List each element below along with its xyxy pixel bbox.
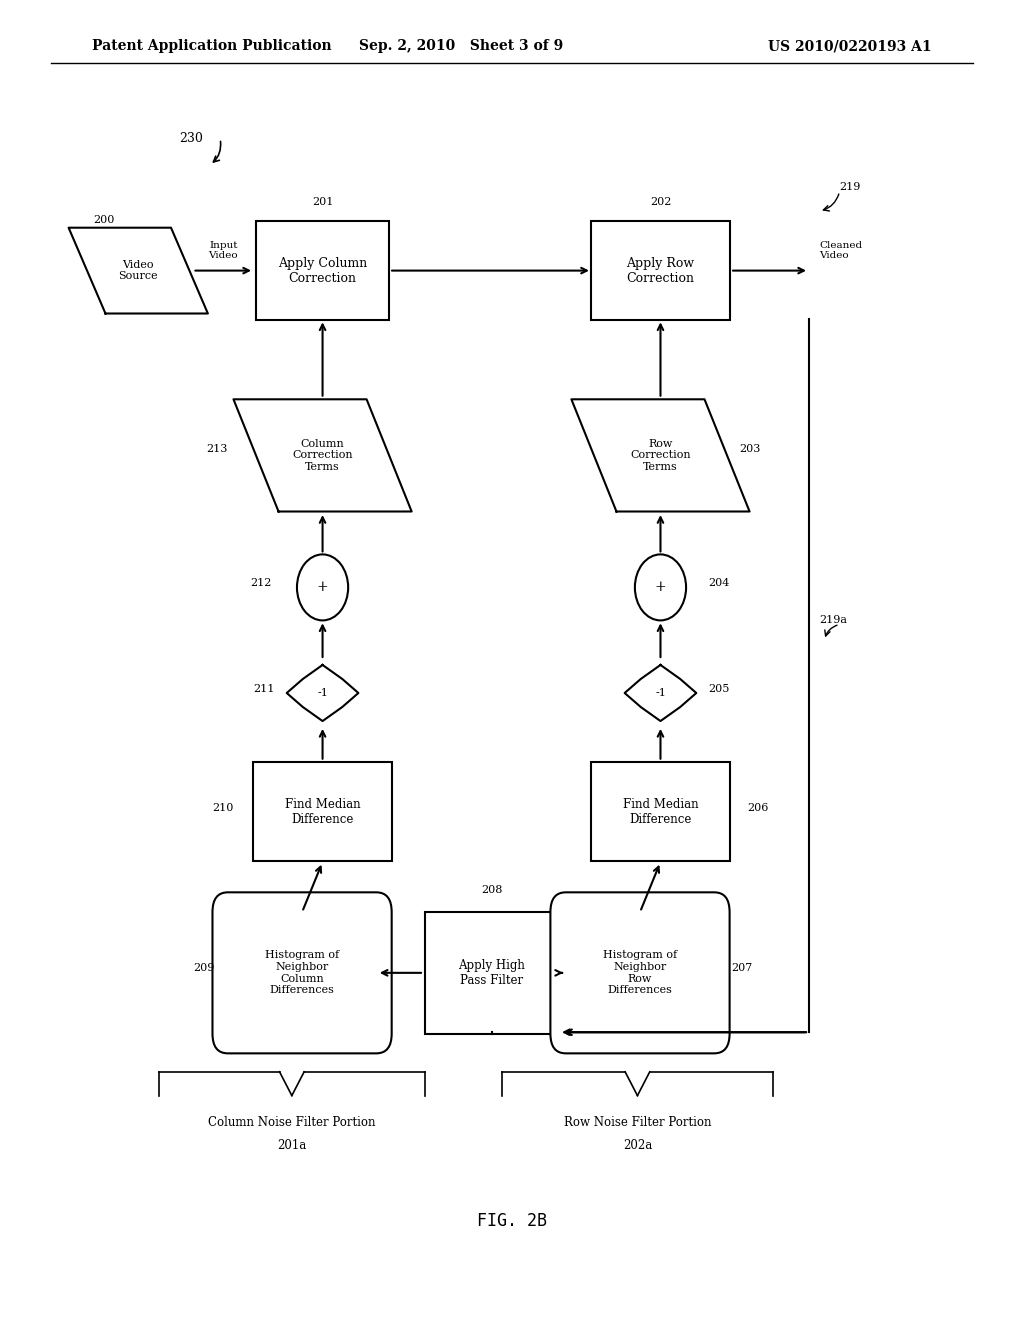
Circle shape xyxy=(297,554,348,620)
Text: Find Median
Difference: Find Median Difference xyxy=(285,797,360,826)
Text: 212: 212 xyxy=(250,578,271,589)
FancyBboxPatch shape xyxy=(551,892,729,1053)
Text: Apply Column
Correction: Apply Column Correction xyxy=(278,256,368,285)
Text: Input
Video: Input Video xyxy=(209,240,238,260)
Text: 230: 230 xyxy=(179,132,203,145)
Text: 203: 203 xyxy=(739,444,761,454)
FancyBboxPatch shape xyxy=(592,220,729,319)
Text: +: + xyxy=(654,581,667,594)
Text: 200: 200 xyxy=(93,215,115,226)
Text: Apply Row
Correction: Apply Row Correction xyxy=(627,256,694,285)
Text: 202: 202 xyxy=(650,197,671,207)
Text: -1: -1 xyxy=(655,688,666,698)
Text: 202a: 202a xyxy=(623,1139,652,1152)
FancyBboxPatch shape xyxy=(592,762,729,861)
Text: 219: 219 xyxy=(840,182,861,193)
FancyBboxPatch shape xyxy=(254,762,391,861)
Circle shape xyxy=(635,554,686,620)
FancyBboxPatch shape xyxy=(425,912,558,1034)
Text: 213: 213 xyxy=(206,444,227,454)
Polygon shape xyxy=(69,227,208,313)
Text: Find Median
Difference: Find Median Difference xyxy=(623,797,698,826)
Text: Row
Correction
Terms: Row Correction Terms xyxy=(630,438,691,473)
Text: 205: 205 xyxy=(709,684,730,694)
Text: FIG. 2B: FIG. 2B xyxy=(477,1212,547,1230)
Text: Histogram of
Neighbor
Column
Differences: Histogram of Neighbor Column Differences xyxy=(265,950,339,995)
Text: Column Noise Filter Portion: Column Noise Filter Portion xyxy=(208,1115,376,1129)
Text: 208: 208 xyxy=(481,884,502,895)
Text: 210: 210 xyxy=(212,803,233,813)
Polygon shape xyxy=(287,665,358,721)
Text: -1: -1 xyxy=(317,688,328,698)
Text: 206: 206 xyxy=(748,803,769,813)
Text: 219a: 219a xyxy=(819,615,847,626)
Polygon shape xyxy=(233,399,412,511)
Text: 209: 209 xyxy=(194,962,215,973)
Text: 207: 207 xyxy=(731,962,753,973)
Text: Column
Correction
Terms: Column Correction Terms xyxy=(292,438,353,473)
Text: Cleaned
Video: Cleaned Video xyxy=(819,240,862,260)
Text: Sep. 2, 2010   Sheet 3 of 9: Sep. 2, 2010 Sheet 3 of 9 xyxy=(358,40,563,53)
Text: Apply High
Pass Filter: Apply High Pass Filter xyxy=(458,958,525,987)
Text: Video
Source: Video Source xyxy=(119,260,158,281)
Text: Row Noise Filter Portion: Row Noise Filter Portion xyxy=(563,1115,712,1129)
Text: Patent Application Publication: Patent Application Publication xyxy=(92,40,332,53)
FancyBboxPatch shape xyxy=(212,892,391,1053)
Polygon shape xyxy=(625,665,696,721)
Text: 201: 201 xyxy=(312,197,333,207)
Text: +: + xyxy=(316,581,329,594)
Text: US 2010/0220193 A1: US 2010/0220193 A1 xyxy=(768,40,932,53)
FancyBboxPatch shape xyxy=(256,220,389,319)
Polygon shape xyxy=(571,399,750,511)
Text: 201a: 201a xyxy=(278,1139,306,1152)
Text: Histogram of
Neighbor
Row
Differences: Histogram of Neighbor Row Differences xyxy=(603,950,677,995)
Text: 211: 211 xyxy=(253,684,274,694)
Text: 204: 204 xyxy=(709,578,730,589)
